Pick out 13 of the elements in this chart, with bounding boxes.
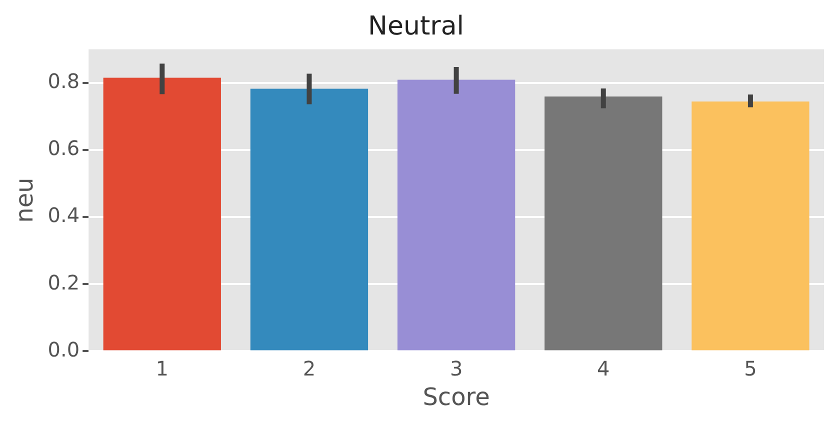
x-tick-label: 4 <box>597 356 610 380</box>
x-tick-label: 1 <box>156 356 169 380</box>
chart-title: Neutral <box>368 11 464 42</box>
x-axis-title: Score <box>422 382 490 411</box>
x-tick-label: 2 <box>302 356 316 380</box>
y-tick-label: 0.2 <box>48 270 80 294</box>
x-tick-label: 5 <box>744 356 757 380</box>
y-tick-label: 0.6 <box>48 136 80 160</box>
y-tick-label: 0.8 <box>48 68 80 93</box>
y-tick-label: 0.4 <box>48 203 80 228</box>
y-axis-title: neu <box>10 178 39 223</box>
y-tick-label: 0.0 <box>48 337 80 362</box>
x-tick-label: 3 <box>450 356 463 380</box>
